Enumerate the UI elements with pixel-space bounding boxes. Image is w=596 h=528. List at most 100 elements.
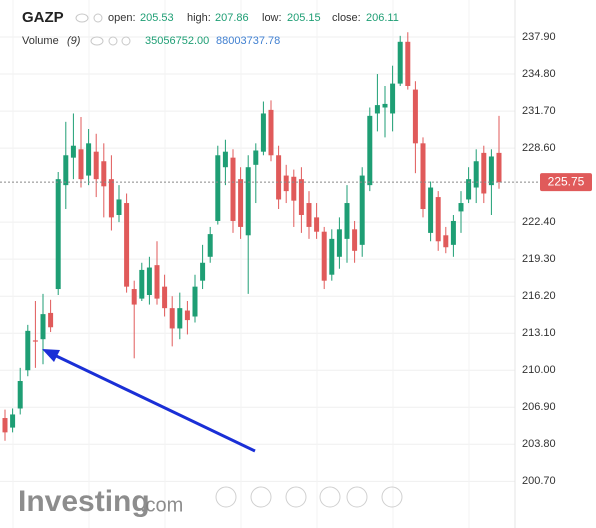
candle-body (412, 89, 418, 144)
candle-body (162, 286, 168, 309)
candle-body (55, 179, 61, 290)
candle-body (48, 312, 54, 328)
candle-body (496, 152, 502, 183)
candle-body (2, 418, 8, 433)
y-tick-label: 228.60 (522, 142, 556, 154)
candle-body (200, 262, 206, 281)
y-tick-label: 200.70 (522, 475, 556, 487)
y-tick-label: 206.90 (522, 401, 556, 413)
y-tick-label: 237.90 (522, 31, 556, 43)
candle-body (207, 234, 213, 257)
candle-body (298, 179, 304, 215)
candle-body (283, 175, 289, 192)
candle-body (329, 238, 335, 275)
toolbar (215, 486, 403, 508)
candle-body (63, 155, 69, 186)
candle-body (40, 314, 46, 340)
low-label: low: (262, 12, 282, 24)
candle-body (10, 414, 16, 428)
open-label: open: (108, 12, 136, 24)
candle-body (306, 203, 312, 227)
candle-body (488, 156, 494, 186)
candle-body (230, 157, 236, 221)
candle-body (268, 109, 274, 156)
candle-body (344, 203, 350, 239)
candle-body (390, 83, 396, 114)
candle-body (314, 217, 320, 232)
y-tick-label: 222.40 (522, 216, 556, 228)
high-value: 207.86 (215, 12, 249, 24)
y-tick-label: 213.10 (522, 327, 556, 339)
candle-body (238, 179, 244, 227)
last-price-box (540, 173, 592, 192)
candle-body (450, 220, 456, 245)
watermark: Investing (18, 485, 150, 518)
candle-body (154, 265, 160, 299)
y-tick-label: 210.00 (522, 364, 556, 376)
low-value: 205.15 (287, 12, 321, 24)
candle-body (435, 197, 441, 242)
candle-body (93, 151, 99, 180)
grid (0, 0, 515, 528)
volume-average: 88003737.78 (216, 35, 280, 47)
candle-body (291, 176, 297, 201)
candle-body (184, 310, 190, 321)
candle-body (359, 175, 365, 245)
candle-body (78, 149, 84, 180)
candle-body (367, 115, 373, 186)
candle-body (253, 150, 259, 165)
candle-body (481, 152, 487, 194)
candle-body (222, 151, 228, 168)
eye-icons (75, 13, 131, 46)
symbol: GAZP (22, 9, 64, 26)
candle-body (466, 179, 472, 200)
candle-body (405, 41, 411, 86)
candle-body (101, 161, 107, 187)
candle-body (17, 381, 23, 409)
y-tick-label: 219.30 (522, 253, 556, 265)
candle-body (420, 143, 426, 210)
annotation-arrow (42, 349, 256, 453)
candle-body (374, 105, 380, 114)
close-value: 206.11 (366, 12, 399, 24)
candle-body (124, 203, 130, 287)
candle-body (245, 167, 251, 236)
y-tick-label: 216.20 (522, 290, 556, 302)
candle-body (108, 179, 114, 218)
candle-body (32, 340, 38, 342)
candle-body (352, 229, 358, 251)
volume-period: (9) (67, 35, 81, 47)
close-label: close: (332, 12, 361, 24)
volume-value: 35056752.00 (145, 35, 209, 47)
candle-body (443, 235, 449, 248)
candle-body (260, 113, 266, 152)
y-tick-label: 231.70 (522, 105, 556, 117)
candle-body (382, 103, 388, 108)
candle-body (276, 155, 282, 200)
candle-body (428, 187, 434, 233)
candle-body (169, 308, 175, 329)
candle-body (321, 231, 327, 281)
candle-body (25, 330, 31, 371)
y-tick-label: 203.80 (522, 438, 556, 450)
candle-body (458, 203, 464, 212)
candle-body (146, 267, 152, 296)
candle-body (215, 155, 221, 221)
candle-body (397, 41, 403, 84)
candle-body (86, 143, 92, 176)
candle-body (70, 145, 76, 158)
last-price-label: 225.75 (548, 174, 585, 188)
open-value: 205.53 (140, 12, 174, 24)
candle-body (131, 289, 137, 305)
high-label: high: (187, 12, 211, 24)
candle-body (116, 199, 122, 215)
candle-body (192, 286, 198, 317)
candle-body (473, 161, 479, 188)
candle-body (139, 269, 145, 299)
candle-body (336, 229, 342, 257)
volume-label: Volume (22, 35, 59, 47)
watermark-suffix: .com (140, 494, 183, 516)
candle-body (177, 308, 183, 329)
